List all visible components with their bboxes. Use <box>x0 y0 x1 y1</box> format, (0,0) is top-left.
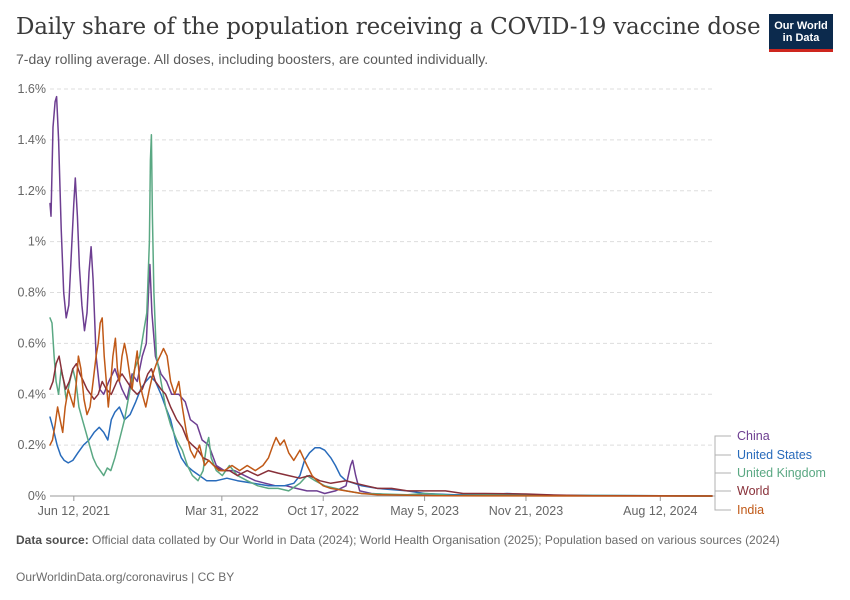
y-tick-label: 1.6% <box>18 82 47 96</box>
x-tick-label: Jun 12, 2021 <box>38 504 110 518</box>
legend-connector <box>713 454 731 497</box>
y-tick-label: 0.4% <box>18 387 47 401</box>
y-tick-label: 1.2% <box>18 184 47 198</box>
y-tick-label: 1.4% <box>18 133 47 147</box>
x-tick-label: May 5, 2023 <box>390 504 459 518</box>
logo-line-1: Our World <box>774 19 828 32</box>
line-chart: 0% 0.2% 0.4% 0.6% 0.8% 1% 1.2% 1.4% 1.6% Jun 12,… <box>18 82 826 518</box>
legend-label-world[interactable]: World <box>737 484 769 498</box>
x-axis-ticks: Jun 12, 2021 Mar 31, 2022 Oct 17, 2022 May … <box>38 496 698 518</box>
series-line-world[interactable] <box>49 355 713 497</box>
legend-connector <box>713 490 731 497</box>
logo-line-2: in Data <box>782 31 820 44</box>
series-line-united-kingdom[interactable] <box>49 134 713 497</box>
series-line-india[interactable] <box>49 317 713 497</box>
source-text: Official data collated by Our World in D… <box>92 533 780 547</box>
source-label: Data source: <box>16 533 89 547</box>
y-tick-label: 0% <box>28 489 46 503</box>
footer-source: Data source: Official data collated by O… <box>16 533 816 548</box>
legend-label-india[interactable]: India <box>737 503 764 517</box>
y-tick-label: 0.2% <box>18 438 47 452</box>
owid-logo[interactable]: Our World in Data <box>769 14 833 52</box>
legend-connector <box>713 495 731 511</box>
legend-connector <box>713 435 731 497</box>
series-lines <box>49 95 713 497</box>
legend-label-united-states[interactable]: United States <box>737 448 812 462</box>
chart-title: Daily share of the population receiving … <box>16 14 761 40</box>
chart-subtitle: 7-day rolling average. All doses, includ… <box>16 51 489 67</box>
legend-label-china[interactable]: China <box>737 429 770 443</box>
x-tick-label: Aug 12, 2024 <box>623 504 697 518</box>
footer-credit[interactable]: OurWorldinData.org/coronavirus | CC BY <box>16 570 235 584</box>
y-tick-label: 0.8% <box>18 286 47 300</box>
x-tick-label: Oct 17, 2022 <box>287 504 359 518</box>
y-axis-ticks: 0% 0.2% 0.4% 0.6% 0.8% 1% 1.2% 1.4% 1.6% <box>18 82 47 503</box>
legend-label-united-kingdom[interactable]: United Kingdom <box>737 466 826 480</box>
legend: China United States United Kingdom World Ind… <box>713 429 826 517</box>
legend-connector <box>713 472 731 497</box>
y-tick-label: 1% <box>28 235 46 249</box>
grid-lines <box>50 88 712 497</box>
x-tick-label: Mar 31, 2022 <box>185 504 259 518</box>
series-line-china[interactable] <box>49 95 713 497</box>
y-tick-label: 0.6% <box>18 336 47 350</box>
x-tick-label: Nov 21, 2023 <box>489 504 563 518</box>
